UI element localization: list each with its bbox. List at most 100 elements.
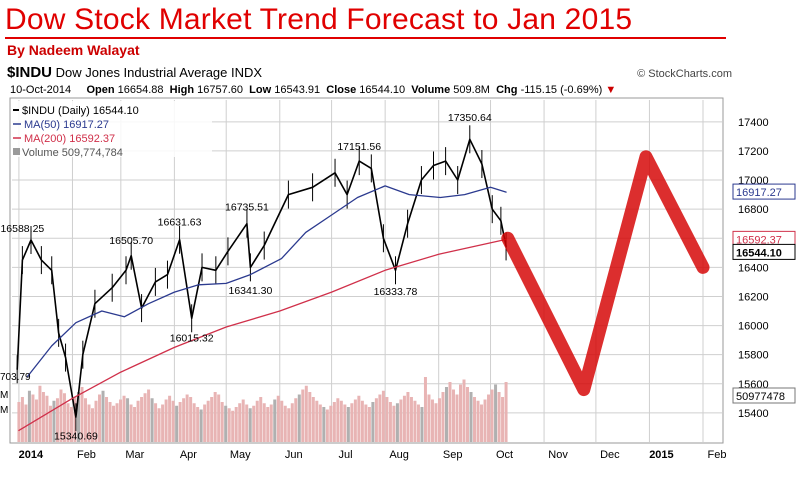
open-label: Open	[86, 84, 115, 96]
volume-bar	[76, 392, 80, 442]
volume-bar	[374, 398, 378, 442]
volume-bar	[357, 395, 361, 442]
legend-volume-swatch	[13, 148, 20, 155]
left-edge-label: M	[0, 390, 8, 401]
ticker-header: $INDU Dow Jones Industrial Average INDX	[7, 64, 262, 81]
quote-date: 10-Oct-2014	[10, 84, 72, 96]
volume-bar	[276, 395, 280, 442]
volume-bar	[52, 400, 56, 442]
right-value-tag-box	[732, 387, 796, 404]
volume-bar	[416, 404, 420, 442]
volume-bar	[122, 395, 126, 442]
x-tick-label: 2015	[649, 449, 673, 461]
volume-bar	[423, 377, 427, 442]
volume-bar	[164, 399, 168, 442]
chg-label: Chg	[496, 84, 518, 96]
volume-bar	[381, 390, 385, 442]
volume-bar	[196, 407, 200, 442]
volume-bar	[494, 384, 498, 442]
volume-bars	[17, 377, 508, 442]
volume-bar	[437, 398, 441, 442]
volume-bar	[112, 405, 116, 442]
legend: $INDU (Daily) 16544.10 MA(50) 16917.27 M…	[12, 101, 212, 159]
volume-bar	[378, 394, 382, 442]
volume-bar	[476, 400, 480, 442]
forecast-line	[501, 150, 710, 397]
x-axis: 2014 Feb Mar Apr May Jun Jul Aug Sep Oct Nov Dec 201…	[19, 449, 727, 461]
volume-bar	[150, 398, 154, 442]
volume-bar	[290, 403, 294, 442]
volume-bar	[224, 405, 228, 442]
volume-bar	[336, 398, 340, 442]
volume-bar	[126, 398, 130, 442]
volume-bar	[466, 387, 470, 442]
volume-bar	[66, 403, 70, 442]
price-annotation: 16588.25	[0, 223, 44, 235]
volume-bar	[469, 392, 473, 442]
price-annotation: 17151.56	[337, 141, 381, 153]
volume-bar	[182, 398, 186, 442]
high-label: High	[169, 84, 195, 96]
volume-bar	[101, 390, 105, 442]
volume-bar	[427, 394, 431, 442]
volume-bar	[266, 407, 270, 442]
price-annotation: 16631.63	[158, 217, 202, 229]
volume-bar	[87, 404, 91, 442]
volume-bar	[483, 399, 487, 442]
price-line	[16, 138, 507, 419]
volume-bar	[332, 402, 336, 442]
volume-bar	[80, 387, 84, 442]
volume-bar	[62, 393, 66, 442]
x-tick-label: Sep	[443, 449, 463, 461]
volume-bar	[399, 399, 403, 442]
volume-bar	[255, 400, 259, 442]
volume-bar	[501, 397, 505, 442]
down-arrow-icon: ▼	[605, 84, 617, 96]
right-value-tag: 50977478	[736, 391, 785, 403]
volume-bar	[287, 408, 291, 442]
volume-bar	[143, 393, 147, 442]
author-byline: By Nadeem Walayat	[7, 42, 140, 58]
volume-bar	[294, 398, 298, 442]
price-annotation: 15340.69	[54, 431, 98, 443]
y-tick-label: 15800	[738, 350, 769, 362]
volume-bar	[234, 407, 238, 442]
legend-price-label: $INDU (Daily) 16544.10	[22, 105, 139, 117]
volume-bar	[108, 402, 112, 442]
volume-bar	[402, 395, 406, 442]
y-tick-label: 15400	[738, 408, 769, 420]
volume-bar	[371, 402, 375, 442]
legend-ma50-label: MA(50) 16917.27	[24, 119, 109, 131]
quote-summary: 10-Oct-2014 Open 16654.88 High 16757.60 …	[10, 84, 616, 96]
volume-bar	[27, 390, 31, 442]
volume-bar	[441, 392, 445, 442]
series-layer	[16, 125, 710, 432]
volume-bar	[161, 404, 165, 442]
volume-bar	[73, 397, 77, 442]
volume-value: 509.8M	[453, 84, 490, 96]
right-value-tag-box	[732, 183, 796, 200]
right-value-tag-box	[732, 243, 796, 260]
x-tick-label: Feb	[77, 449, 96, 461]
volume-bar	[473, 397, 477, 442]
left-edge-label: M	[0, 405, 8, 416]
right-value-tag: 16917.27	[736, 187, 782, 199]
volume-bar	[262, 403, 266, 442]
volume-bar	[395, 403, 399, 442]
volume-bar	[434, 403, 438, 442]
x-tick-label: Jun	[285, 449, 303, 461]
x-tick-label: Aug	[389, 449, 409, 461]
volume-bar	[199, 409, 203, 442]
volume-bar	[168, 395, 172, 442]
volume-bar	[238, 403, 242, 442]
volume-bar	[451, 389, 455, 442]
chg-value: -115.15 (-0.69%)	[520, 84, 603, 96]
volume-bar	[178, 402, 182, 442]
x-tick-label: Mar	[125, 449, 144, 461]
volume-bar	[311, 397, 315, 442]
volume-bar	[497, 392, 501, 442]
volume-bar	[192, 403, 196, 442]
volume-bar	[259, 397, 263, 442]
volume-bar	[346, 407, 350, 442]
volume-bar	[315, 400, 319, 442]
